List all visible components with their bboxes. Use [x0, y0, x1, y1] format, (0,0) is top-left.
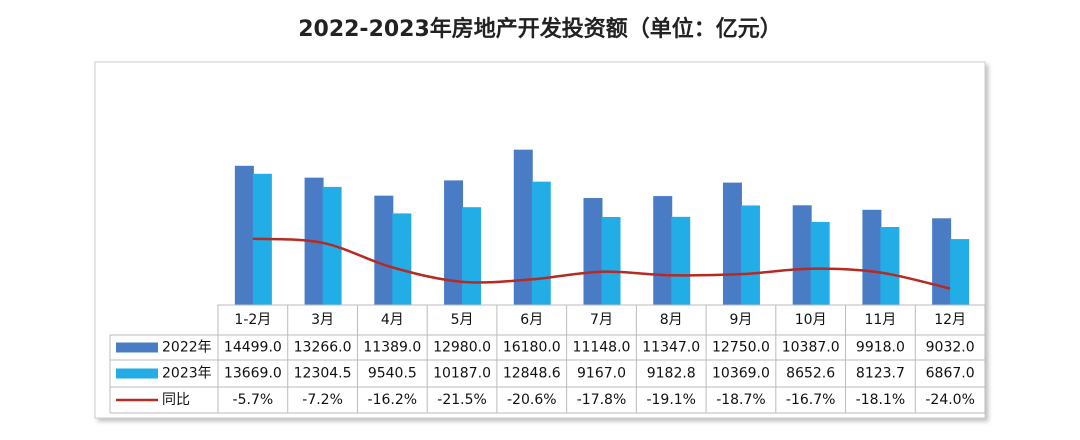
data-label: 16180.0: [503, 340, 561, 356]
bar: [932, 218, 952, 305]
chart-title: 2022-2023年房地产开发投资额（单位：亿元）: [298, 16, 782, 42]
x-tick-label: 1-2月: [234, 312, 271, 328]
data-label: -18.1%: [856, 392, 906, 408]
bar: [880, 227, 900, 305]
legend-label: 2022年: [162, 340, 212, 356]
data-label: 10387.0: [782, 340, 840, 356]
bar: [513, 149, 533, 305]
data-label: -5.7%: [233, 392, 274, 408]
x-tick-label: 7月: [590, 312, 613, 328]
x-tick-label: 10月: [795, 312, 827, 328]
data-label: 12848.6: [503, 366, 561, 382]
data-label: -17.8%: [577, 392, 627, 408]
data-label: 12750.0: [712, 340, 770, 356]
x-tick-label: 9月: [729, 312, 752, 328]
x-tick-label: 3月: [311, 312, 334, 328]
legend-swatch: [116, 342, 158, 353]
line: [252, 237, 951, 290]
data-label: -18.7%: [716, 392, 766, 408]
x-tick-label: 4月: [381, 312, 404, 328]
bar: [583, 197, 603, 305]
bar: [722, 182, 742, 305]
bar: [392, 213, 412, 305]
data-label: 14499.0: [224, 340, 282, 356]
legend-label: 同比: [162, 392, 190, 408]
data-label: 10187.0: [433, 366, 491, 382]
bar: [792, 205, 812, 305]
data-label: 13266.0: [294, 340, 352, 356]
x-tick-label: 5月: [451, 312, 474, 328]
legend-label: 2023年: [162, 366, 212, 382]
data-label: -21.5%: [437, 392, 487, 408]
data-label: 9167.0: [577, 366, 626, 382]
bar: [862, 209, 882, 305]
data-label: 12304.5: [294, 366, 352, 382]
x-tick-label: 11月: [864, 312, 896, 328]
data-label: 6867.0: [926, 366, 975, 382]
x-tick-label: 8月: [660, 312, 683, 328]
data-label: -16.7%: [786, 392, 836, 408]
data-label: 12980.0: [433, 340, 491, 356]
legend-swatch: [116, 368, 158, 379]
bar: [671, 216, 691, 305]
bar: [531, 181, 551, 305]
data-label: 11389.0: [363, 340, 421, 356]
data-label: 13669.0: [224, 366, 282, 382]
data-label: 10369.0: [712, 366, 770, 382]
data-label: -19.1%: [646, 392, 696, 408]
bar: [740, 205, 760, 305]
x-tick-label: 6月: [520, 312, 543, 328]
data-label: 11347.0: [642, 340, 700, 356]
data-label: -20.6%: [507, 392, 557, 408]
bar: [234, 165, 254, 305]
data-label: -16.2%: [368, 392, 418, 408]
data-label: 8652.6: [786, 366, 835, 382]
bar: [950, 239, 970, 305]
data-label: 9182.8: [647, 366, 696, 382]
bar: [374, 195, 394, 305]
bar: [462, 207, 482, 305]
data-label: 8123.7: [856, 366, 905, 382]
data-label: -24.0%: [925, 392, 975, 408]
x-tick-label: 12月: [934, 312, 966, 328]
data-label: 9540.5: [368, 366, 417, 382]
bar: [444, 180, 464, 305]
data-label: -7.2%: [302, 392, 343, 408]
bar: [601, 216, 621, 305]
data-label: 9918.0: [856, 340, 905, 356]
data-label: 9032.0: [926, 340, 975, 356]
data-label: 11148.0: [573, 340, 631, 356]
bar: [653, 196, 673, 305]
bar: [810, 221, 830, 305]
